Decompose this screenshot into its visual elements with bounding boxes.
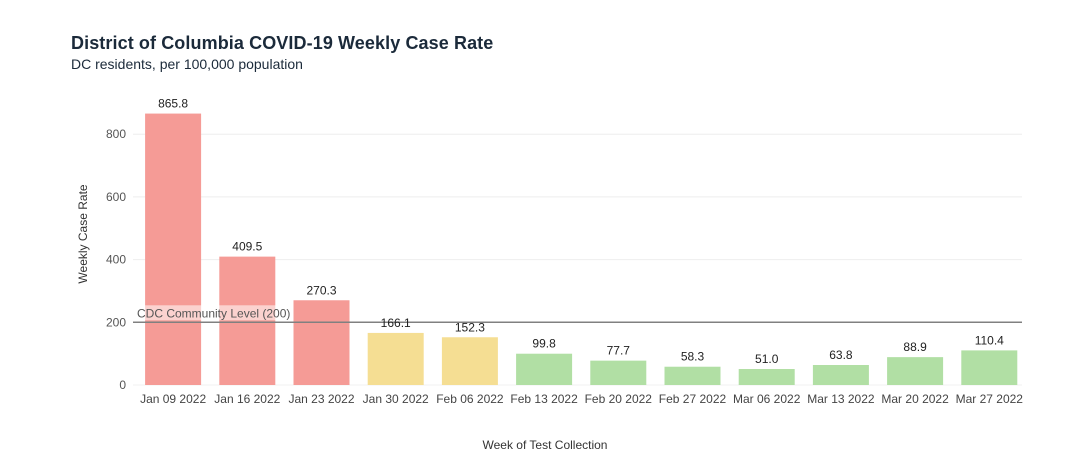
x-tick-label: Feb 20 2022 (585, 392, 653, 406)
data-labels: 865.8 409.5 270.3 166.1 152.3 99.8 77.7 58.3 51.… (158, 97, 1004, 366)
data-label: 409.5 (232, 240, 262, 254)
chart-subtitle: DC residents, per 100,000 population (71, 56, 303, 72)
x-tick-label: Feb 27 2022 (659, 392, 727, 406)
data-label: 99.8 (532, 337, 556, 351)
y-tick-label: 400 (106, 253, 126, 267)
bar (441, 337, 498, 385)
x-tick-label: Feb 13 2022 (510, 392, 578, 406)
x-axis-ticks: Jan 09 2022 Jan 16 2022 Jan 23 2022 Jan 30 … (140, 392, 1023, 406)
data-label: 77.7 (607, 344, 631, 358)
reference-line-group: CDC Community Level (200) (133, 305, 1022, 324)
x-tick-label: Jan 30 2022 (363, 392, 429, 406)
x-tick-label: Jan 16 2022 (214, 392, 280, 406)
reference-line-label: CDC Community Level (200) (137, 306, 290, 320)
data-label: 58.3 (681, 350, 705, 364)
bar (738, 369, 795, 385)
y-tick-label: 800 (106, 127, 126, 141)
bar (219, 256, 276, 385)
data-label: 865.8 (158, 97, 188, 111)
bar (293, 300, 350, 385)
bar (961, 350, 1018, 385)
chart-title: District of Columbia COVID-19 Weekly Cas… (71, 33, 494, 53)
bar (590, 360, 647, 385)
bar (664, 366, 721, 385)
data-label: 152.3 (455, 320, 485, 334)
x-tick-label: Mar 13 2022 (807, 392, 875, 406)
x-tick-label: Feb 06 2022 (436, 392, 504, 406)
reference-label-background (135, 305, 291, 321)
data-label: 270.3 (306, 283, 336, 297)
bar (887, 357, 944, 385)
y-tick-label: 600 (106, 190, 126, 204)
data-label: 166.1 (381, 316, 411, 330)
bar (516, 353, 573, 385)
x-tick-label: Mar 27 2022 (956, 392, 1024, 406)
y-tick-label: 200 (106, 315, 126, 329)
bar (812, 364, 869, 385)
data-label: 110.4 (975, 333, 1004, 347)
bars (145, 113, 1018, 385)
data-label: 63.8 (829, 348, 853, 362)
x-axis-title: Week of Test Collection (483, 438, 608, 452)
y-axis-title: Weekly Case Rate (76, 184, 90, 283)
data-label: 51.0 (755, 352, 779, 366)
bar (145, 113, 202, 385)
x-tick-label: Jan 23 2022 (288, 392, 354, 406)
x-tick-label: Jan 09 2022 (140, 392, 206, 406)
x-tick-label: Mar 06 2022 (733, 392, 801, 406)
bar (367, 332, 424, 385)
x-tick-label: Mar 20 2022 (881, 392, 949, 406)
y-axis-ticks: 0 200 400 600 800 (106, 127, 126, 392)
y-tick-label: 0 (119, 378, 126, 392)
data-label: 88.9 (903, 340, 927, 354)
